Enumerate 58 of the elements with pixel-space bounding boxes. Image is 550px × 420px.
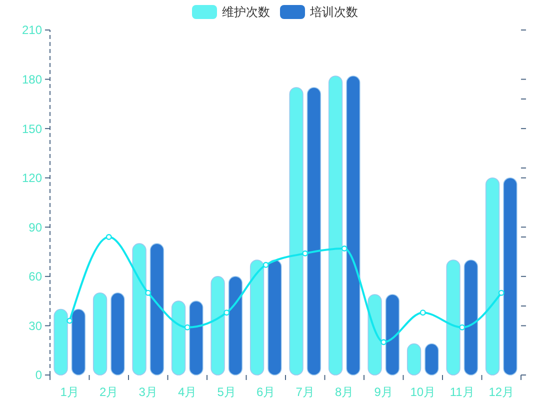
bar: [446, 260, 460, 376]
point: [184, 324, 190, 330]
bar: [346, 76, 360, 376]
bar: [171, 300, 186, 376]
legend-label: 培训次数: [309, 5, 358, 20]
bar: [406, 343, 422, 376]
x-tick-label: 7月: [296, 385, 314, 400]
point: [459, 324, 466, 330]
point: [66, 318, 73, 324]
point: [380, 339, 387, 346]
y-tick-label: 0: [35, 368, 42, 382]
bar: [132, 243, 146, 376]
bar: [268, 260, 282, 376]
bar: [485, 177, 500, 376]
x-tick-label: 3月: [138, 385, 158, 400]
point: [498, 290, 504, 296]
bar: [210, 276, 225, 376]
point: [302, 250, 308, 256]
bar: [306, 87, 322, 376]
point: [341, 246, 348, 252]
x-tick-label: 12月: [488, 385, 514, 400]
y-tick-label: 210: [22, 23, 42, 38]
x-tick-label: 9月: [374, 385, 393, 400]
bar: [54, 308, 68, 376]
bar: [424, 343, 439, 376]
y-tick-label: 30: [28, 318, 42, 333]
bar: [385, 294, 400, 376]
bar: [368, 294, 382, 376]
point: [106, 234, 112, 240]
x-tick-label: 1月: [60, 385, 79, 400]
bar: [189, 300, 204, 376]
y-tick-label: 90: [28, 220, 42, 234]
point: [224, 310, 230, 316]
y-tick-label: 150: [22, 122, 42, 136]
bar: [71, 308, 86, 376]
bar: [503, 177, 518, 376]
x-tick-label: 2月: [100, 385, 118, 400]
point: [262, 262, 269, 268]
point: [420, 310, 426, 316]
legend-label: 维护次数: [222, 5, 270, 20]
y-tick-label: 180: [22, 72, 42, 86]
bar: [464, 260, 478, 376]
bar: [150, 243, 164, 376]
x-tick-label: 6月: [256, 385, 276, 400]
x-tick-label: 5月: [217, 385, 236, 400]
bar: [328, 76, 343, 376]
bar: [250, 260, 264, 376]
x-tick-label: 8月: [335, 385, 354, 400]
bar: [92, 292, 108, 376]
x-tick-label: 11月: [450, 385, 474, 400]
point: [145, 290, 152, 296]
bar: [110, 292, 125, 376]
x-tick-label: 10月: [410, 385, 436, 400]
y-tick-label: 60: [28, 270, 42, 284]
bar: [289, 87, 304, 376]
x-tick-label: 4月: [178, 385, 197, 400]
y-tick-label: 120: [22, 171, 42, 186]
bar: [228, 276, 243, 376]
